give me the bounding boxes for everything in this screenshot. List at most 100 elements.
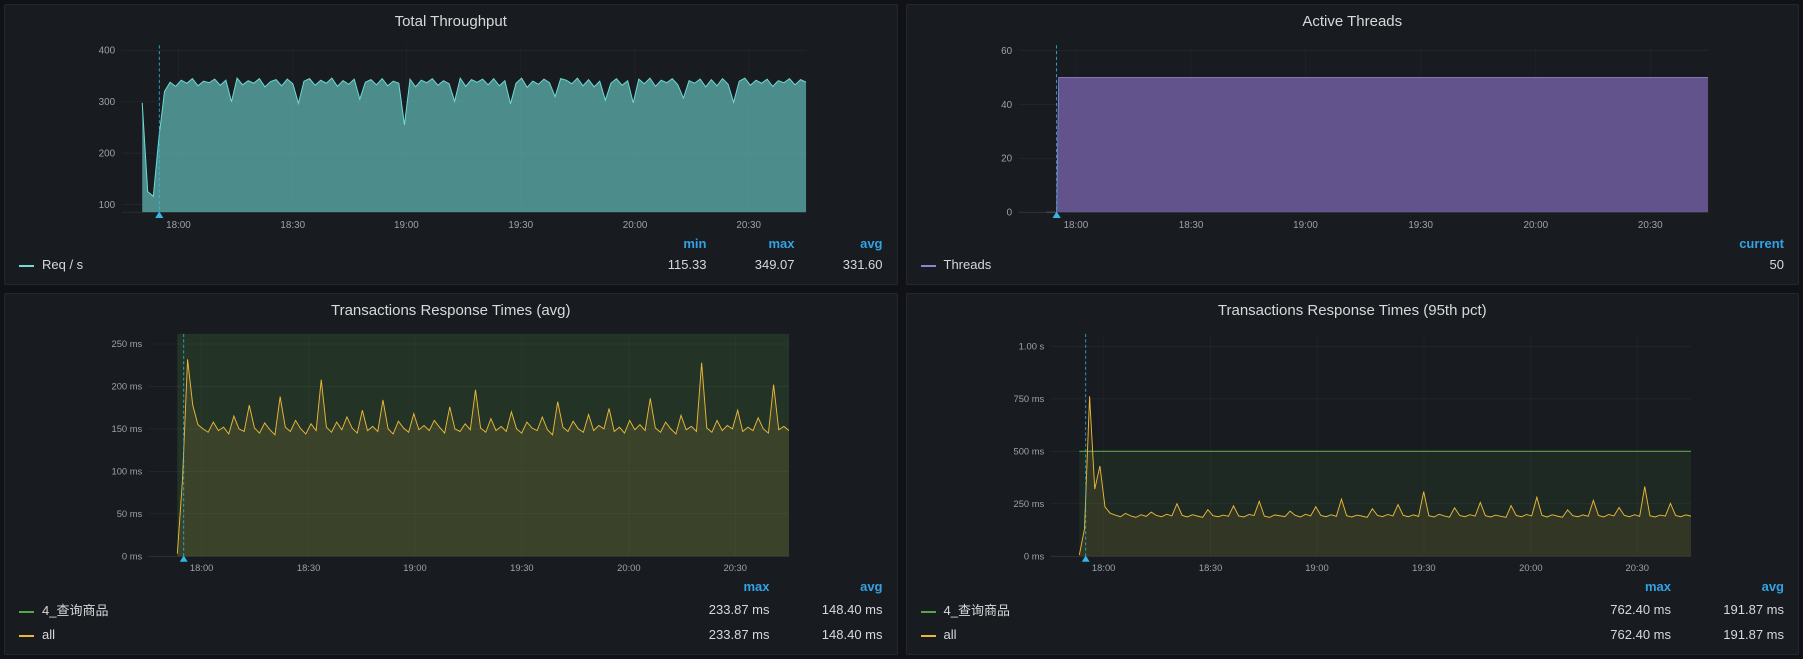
- svg-text:19:30: 19:30: [1408, 220, 1433, 231]
- legend: current Threads 50: [907, 232, 1799, 284]
- svg-text:20:00: 20:00: [1523, 220, 1548, 231]
- legend-header-spacer: [921, 577, 1559, 596]
- legend-stat-value: 191.87 ms: [1723, 602, 1784, 617]
- svg-text:300: 300: [99, 97, 116, 108]
- legend-series-label: all: [42, 627, 56, 642]
- svg-text:50 ms: 50 ms: [117, 508, 143, 519]
- svg-text:750 ms: 750 ms: [1013, 393, 1044, 404]
- legend-series[interactable]: all: [19, 623, 657, 646]
- legend-series-marker-icon: [19, 610, 34, 613]
- legend-table: max avg 4_查询商品 233.87 ms 148.40 ms all 233.87 …: [19, 577, 883, 646]
- legend-stat-header[interactable]: min: [683, 236, 707, 251]
- svg-text:19:00: 19:00: [394, 220, 419, 231]
- svg-text:18:30: 18:30: [297, 562, 320, 573]
- svg-text:19:30: 19:30: [508, 220, 533, 231]
- legend-series[interactable]: Req / s: [19, 253, 619, 276]
- chart-area[interactable]: 0 ms 250 ms 500 ms 750 ms 1.00 s 18:00 18:30 19…: [907, 326, 1799, 575]
- legend-series-marker-icon: [920, 634, 936, 637]
- legend-stat-header[interactable]: current: [1739, 236, 1784, 251]
- legend-series-marker-icon: [920, 610, 936, 613]
- legend-row: all 762.40 ms 191.87 ms: [920, 623, 1784, 646]
- legend-stat-value: 331.60: [842, 257, 883, 272]
- chart-area[interactable]: 100 200 300 400 18:00 18:30 19:00 19:30 20:00 20:…: [5, 37, 897, 232]
- legend: max avg 4_查询商品 762.40 ms 191.87 ms all 762.40 …: [907, 575, 1799, 654]
- legend-series-marker-icon: [920, 264, 936, 267]
- svg-text:20:30: 20:30: [1637, 220, 1662, 231]
- svg-text:200: 200: [99, 148, 116, 159]
- svg-text:18:00: 18:00: [1063, 220, 1088, 231]
- svg-text:20:00: 20:00: [1519, 562, 1542, 573]
- panel-title-text: Total Throughput: [394, 12, 507, 30]
- response-avg-time-series-chart[interactable]: 0 ms 50 ms 100 ms 150 ms 200 ms 250 ms 18:00 18…: [5, 326, 897, 575]
- legend-row: Threads 50: [920, 253, 1784, 276]
- legend-series[interactable]: 4_查询商品: [19, 596, 657, 623]
- svg-text:0 ms: 0 ms: [122, 550, 143, 561]
- legend-stat-value: 191.87 ms: [1723, 627, 1784, 642]
- legend-stat-value: 762.40 ms: [1610, 602, 1671, 617]
- panel-total-throughput: Total Throughput 100 200 300 400 18:00 18:30 1…: [4, 4, 898, 285]
- panel-title[interactable]: Active Threads: [907, 5, 1799, 37]
- threads-time-series-chart[interactable]: 0 20 40 60 18:00 18:30 19:00 19:30 20:00 20:30: [907, 37, 1799, 232]
- legend-row: 4_查询商品 762.40 ms 191.87 ms: [920, 596, 1784, 623]
- panel-response-times-95th: Transactions Response Times (95th pct) 0…: [905, 293, 1799, 655]
- legend-stat-header[interactable]: avg: [1761, 579, 1784, 594]
- legend-stat-value: 349.07: [754, 257, 795, 272]
- legend-stat-header[interactable]: max: [768, 236, 795, 251]
- legend-stat-header[interactable]: max: [743, 579, 770, 594]
- panel-title[interactable]: Transactions Response Times (avg): [5, 294, 897, 326]
- legend: min max avg Req / s 115.33 349.07 331.60: [5, 232, 897, 284]
- legend-table: current Threads 50: [920, 234, 1784, 276]
- throughput-time-series-chart[interactable]: 100 200 300 400 18:00 18:30 19:00 19:30 20:00 20:…: [5, 37, 897, 232]
- legend-row: all 233.87 ms 148.40 ms: [19, 623, 883, 646]
- panel-title[interactable]: Total Throughput: [5, 5, 897, 37]
- svg-text:0: 0: [1006, 208, 1012, 219]
- svg-text:250 ms: 250 ms: [111, 338, 142, 349]
- svg-text:19:00: 19:00: [1305, 562, 1328, 573]
- legend-series-label: 4_查询商品: [42, 603, 109, 618]
- svg-text:18:00: 18:00: [166, 220, 191, 231]
- legend-series-label: Threads: [943, 257, 992, 272]
- svg-text:20:30: 20:30: [723, 562, 746, 573]
- response-95th-time-series-chart[interactable]: 0 ms 250 ms 500 ms 750 ms 1.00 s 18:00 18:30 19…: [907, 326, 1799, 575]
- legend-series[interactable]: all: [920, 623, 1559, 646]
- svg-text:0 ms: 0 ms: [1023, 550, 1044, 561]
- legend-series-label: 4_查询商品: [943, 603, 1010, 618]
- svg-text:20:30: 20:30: [736, 220, 761, 231]
- svg-text:150 ms: 150 ms: [111, 423, 142, 434]
- svg-text:18:30: 18:30: [1178, 220, 1203, 231]
- legend-header-row: current: [921, 234, 1784, 253]
- panel-title[interactable]: Transactions Response Times (95th pct): [907, 294, 1799, 326]
- legend-header-row: max avg: [19, 577, 883, 596]
- svg-text:200 ms: 200 ms: [111, 381, 142, 392]
- svg-text:1.00 s: 1.00 s: [1018, 341, 1044, 352]
- legend-series[interactable]: Threads: [920, 253, 1697, 276]
- legend-series-label: all: [943, 627, 957, 642]
- svg-text:500 ms: 500 ms: [1013, 445, 1044, 456]
- svg-text:100: 100: [99, 200, 116, 211]
- svg-text:19:00: 19:00: [1293, 220, 1318, 231]
- legend-header-row: max avg: [921, 577, 1784, 596]
- legend-stat-header[interactable]: avg: [860, 579, 883, 594]
- legend: max avg 4_查询商品 233.87 ms 148.40 ms all 233.87 …: [5, 575, 897, 654]
- legend-row: Req / s 115.33 349.07 331.60: [19, 253, 883, 276]
- svg-text:60: 60: [1001, 46, 1012, 57]
- legend-series[interactable]: 4_查询商品: [920, 596, 1559, 623]
- legend-series-marker-icon: [19, 264, 34, 267]
- svg-text:18:30: 18:30: [1198, 562, 1221, 573]
- chart-area[interactable]: 0 20 40 60 18:00 18:30 19:00 19:30 20:00 20:30: [907, 37, 1799, 232]
- legend-stat-value: 148.40 ms: [821, 602, 883, 617]
- legend-stat-header[interactable]: max: [1644, 579, 1671, 594]
- svg-text:20: 20: [1001, 154, 1012, 165]
- panel-title-text: Transactions Response Times (95th pct): [1217, 301, 1487, 319]
- svg-text:100 ms: 100 ms: [111, 465, 142, 476]
- svg-text:400: 400: [99, 46, 116, 57]
- legend-series-label: Req / s: [42, 257, 84, 272]
- chart-area[interactable]: 0 ms 50 ms 100 ms 150 ms 200 ms 250 ms 18:00 18…: [5, 326, 897, 575]
- svg-text:40: 40: [1001, 100, 1012, 111]
- legend-stat-value: 50: [1769, 257, 1784, 272]
- legend-stat-header[interactable]: avg: [860, 236, 883, 251]
- svg-text:19:00: 19:00: [403, 562, 426, 573]
- legend-header-spacer: [921, 234, 1697, 253]
- panel-title-text: Active Threads: [1302, 12, 1403, 30]
